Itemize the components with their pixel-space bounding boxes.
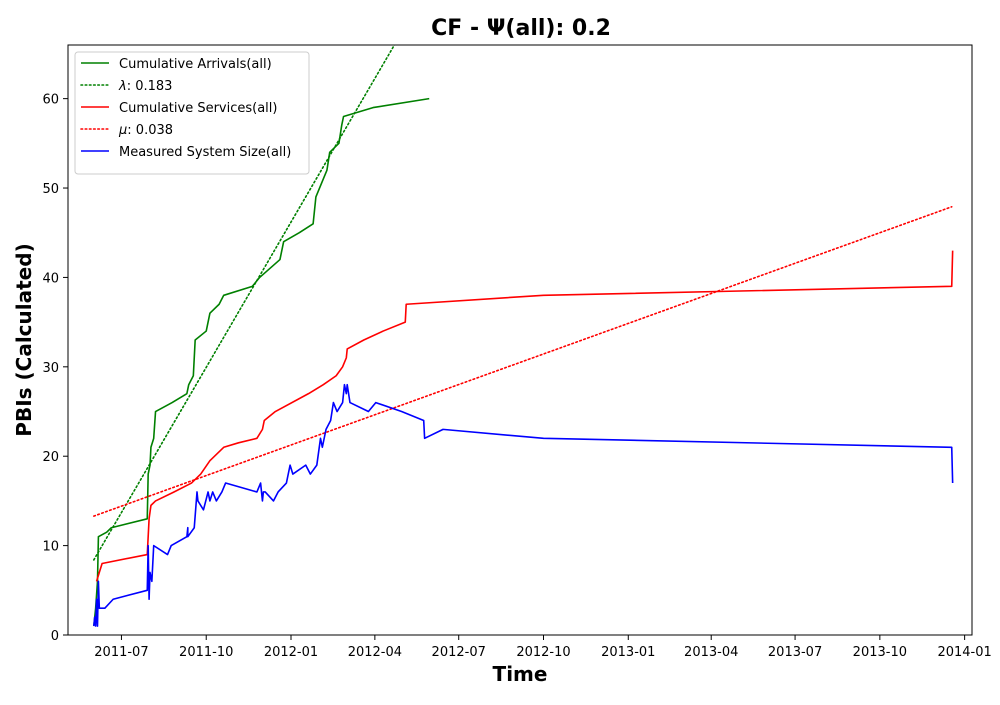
legend: Cumulative Arrivals(all) λ: 0.183 Cumulati… — [74, 51, 310, 175]
x-tick-label: 2013-01 — [601, 645, 655, 660]
y-tick-label: 30 — [42, 361, 59, 376]
series-line-1-cumulative-arrivals-all — [93, 97, 430, 627]
series-line-2-0-183 — [93, 45, 396, 561]
legend-label: Cumulative Services(all) — [119, 101, 277, 116]
series-line-4-0-038 — [93, 206, 953, 517]
x-tick-label: 2013-10 — [853, 645, 907, 660]
x-tick-label: 2013-07 — [768, 645, 822, 660]
x-axis: 2011-07 2011-10 2012-01 2012-04 2012-07 2012-… — [94, 635, 992, 660]
legend-label: λ: 0.183 — [118, 79, 172, 94]
y-axis: 0 10 20 30 40 50 60 — [42, 93, 68, 644]
y-tick-label: 40 — [42, 271, 59, 286]
y-tick-label: 0 — [51, 629, 59, 644]
legend-label: Measured System Size(all) — [119, 145, 291, 160]
y-tick-label: 50 — [42, 182, 59, 197]
plot-frame — [67, 44, 973, 636]
x-axis-title: Time — [493, 662, 548, 686]
series-line-5-measured-system-size-all — [93, 383, 954, 627]
y-tick-label: 60 — [42, 93, 59, 108]
x-tick-label: 2012-10 — [516, 645, 570, 660]
x-tick-label: 2013-04 — [684, 645, 738, 660]
x-tick-label: 2012-07 — [432, 645, 486, 660]
x-tick-label: 2012-01 — [264, 645, 318, 660]
x-tick-label: 2012-04 — [348, 645, 402, 660]
x-tick-label: 2014-01 — [937, 645, 991, 660]
x-tick-label: 2011-07 — [94, 645, 148, 660]
legend-label: μ: 0.038 — [118, 123, 173, 138]
x-tick-label: 2011-10 — [179, 645, 233, 660]
plot-area — [93, 45, 954, 627]
series-line-3-cumulative-services-all — [95, 250, 954, 582]
y-axis-title: PBIs (Calculated) — [12, 243, 36, 436]
legend-label: Cumulative Arrivals(all) — [119, 57, 272, 72]
legend-box — [74, 51, 310, 175]
y-tick-label: 10 — [42, 540, 59, 555]
chart-title: CF - Ψ(all): 0.2 — [431, 16, 611, 41]
y-tick-label: 20 — [42, 450, 59, 465]
